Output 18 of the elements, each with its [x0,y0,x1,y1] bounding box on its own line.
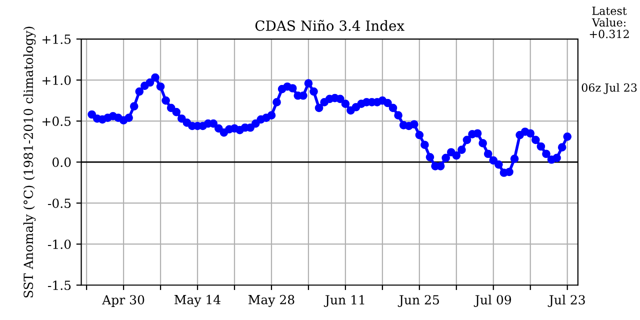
y-tick-label: +1.5 [42,34,71,44]
y-tick-label: +0.5 [42,116,71,126]
x-tick-label: Jun 11 [324,295,364,307]
x-tick-label: Apr 30 [102,295,144,307]
text: Latest Value: +0.312 [590,6,629,38]
y-tick-label: +1.0 [42,76,71,85]
chart-title: CDAS Niño 3.4 Index [255,20,404,31]
text: 06z Jul 23 [582,83,637,94]
y-tick-label: -1.0 [48,240,71,250]
y-tick-label: 0.0 [52,158,71,168]
x-tick-label: May 14 [174,294,220,307]
y-axis-title: SST Anomaly (°C) (1981-2010 climatology) [23,26,36,298]
x-tick-label: Jul 23 [548,294,585,307]
y-tick-label: -0.5 [48,198,71,208]
x-tick-label: May 28 [248,294,294,307]
x-tick-label: Jul 09 [474,294,512,307]
x-tick-label: Jun 25 [398,295,439,307]
y-tick-label: -1.5 [48,280,71,290]
